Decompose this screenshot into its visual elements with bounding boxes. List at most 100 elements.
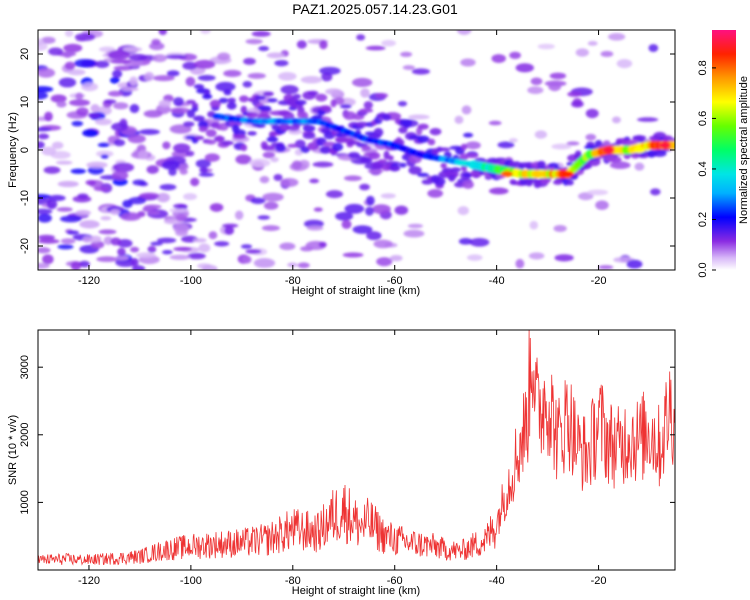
spectrogram-cell	[137, 149, 149, 160]
spectrogram-cell	[183, 121, 195, 127]
spectrogram-cell	[227, 97, 236, 104]
spectrogram-cell	[193, 115, 205, 122]
spectrogram-cell	[41, 146, 57, 156]
spectrogram-cell	[95, 60, 110, 68]
spectrogram-cell	[343, 175, 362, 182]
spectrogram-cell	[55, 160, 73, 165]
spectrogram-cell	[398, 126, 408, 134]
spectrogram-cell	[76, 107, 89, 117]
spectrogram-cell	[488, 187, 509, 195]
snr-xlabel: Height of straight line (km)	[292, 585, 420, 597]
spectrogram-cell	[548, 81, 562, 92]
spectrogram-cell	[146, 165, 159, 174]
spectrogram-cell	[355, 121, 369, 128]
spectrogram-cell	[38, 208, 53, 215]
spectrogram-cell	[635, 135, 644, 141]
spectrogram-cell	[57, 244, 74, 250]
spectrogram-cell	[198, 172, 215, 177]
spectrogram-cell	[71, 120, 84, 127]
spectrogram-cell	[166, 70, 180, 77]
colorbar-label: Normalized spectral amplitude	[738, 76, 750, 224]
spectrogram-cell	[313, 207, 323, 212]
spectrogram-cell	[100, 154, 109, 159]
spectrogram-cell	[373, 239, 393, 249]
snr-xtick-label: -60	[387, 575, 403, 587]
spectrogram-cell	[394, 205, 409, 215]
spectrogram-cell	[267, 98, 278, 103]
spectrogram-cell	[110, 59, 132, 64]
spectrogram-cell	[360, 156, 373, 164]
spectrogram-cell	[250, 197, 266, 204]
spectrogram-cell	[152, 54, 167, 63]
spectrogram-cell	[38, 238, 60, 244]
spectrogram-cell	[491, 54, 506, 63]
spectrogram-cell	[515, 63, 535, 73]
spectrogram-cell	[527, 86, 544, 95]
spectrogram-cell	[266, 136, 279, 143]
spectrogram-cell	[111, 122, 129, 132]
spectrogram-xtick-label: -40	[489, 275, 505, 287]
spectrogram-cell	[143, 109, 163, 118]
spectrogram-cell	[302, 132, 316, 140]
spectrogram-cell	[363, 101, 373, 110]
spectrogram-cell	[465, 152, 479, 159]
spectrogram-cell	[554, 254, 574, 262]
spectrogram-cell	[130, 246, 140, 253]
spectrogram-cell	[356, 34, 366, 41]
spectrogram-cell	[56, 207, 73, 212]
spectrogram-cell	[551, 143, 572, 150]
spectrogram-cell	[444, 170, 459, 178]
spectrogram-cell	[276, 142, 285, 149]
spectrogram-cell	[121, 86, 139, 92]
spectrogram-cell	[75, 92, 84, 100]
spectrogram-cell	[469, 237, 490, 247]
snr-frame	[37, 329, 676, 571]
spectrogram-cell	[287, 262, 298, 268]
spectrogram-cell	[161, 160, 180, 170]
spectrogram-cell	[262, 151, 276, 159]
spectrogram-cell	[229, 121, 243, 127]
spectrogram-cell	[530, 77, 543, 86]
spectrogram-cell	[454, 115, 464, 124]
spectrogram-cell	[497, 141, 515, 149]
snr-ytick-label: 2000	[19, 423, 31, 447]
spectrogram-cell	[365, 206, 374, 216]
spectrogram-cell	[60, 238, 76, 244]
spectrogram-cell	[466, 254, 483, 261]
spectrogram-cell	[64, 61, 76, 71]
spectrogram-cell	[528, 252, 545, 260]
spectrogram-cell	[279, 242, 296, 251]
spectrogram-cell	[608, 32, 626, 41]
snr-ytick-label: 3000	[19, 355, 31, 379]
spectrogram-cell	[365, 45, 386, 51]
spectrogram-cell	[169, 124, 192, 134]
spectrogram-cell	[387, 155, 394, 161]
spectrogram-cell	[360, 88, 370, 98]
spectrogram-cell	[351, 77, 373, 88]
spectrogram-cell	[515, 258, 525, 269]
spectrogram-cell	[162, 141, 171, 150]
snr-xtick-label: -120	[78, 575, 100, 587]
spectrogram-cell	[312, 161, 334, 168]
spectrogram-cell	[86, 161, 108, 169]
spectrogram-cell	[280, 85, 299, 95]
spectrogram-cell	[567, 91, 582, 97]
spectrogram-cell	[109, 77, 120, 84]
spectrogram-cell	[159, 184, 177, 191]
spectrogram-cell	[332, 142, 344, 152]
spectrogram-cell	[458, 237, 473, 245]
spectrogram-cell	[309, 178, 320, 184]
spectrogram-cell	[389, 165, 401, 172]
spectrogram-cell	[38, 247, 51, 254]
spectrogram-cell	[193, 238, 207, 243]
spectrogram-cell	[585, 133, 597, 141]
spectrogram-cell	[408, 114, 430, 120]
spectrogram-cell	[201, 264, 218, 270]
spectrogram-cell	[132, 179, 146, 186]
spectrogram-cell	[245, 38, 263, 45]
spectrogram-cell	[402, 65, 416, 70]
spectrogram-cell	[348, 151, 360, 159]
spectrogram-cell	[103, 236, 113, 245]
spectrogram-cell	[306, 225, 324, 231]
